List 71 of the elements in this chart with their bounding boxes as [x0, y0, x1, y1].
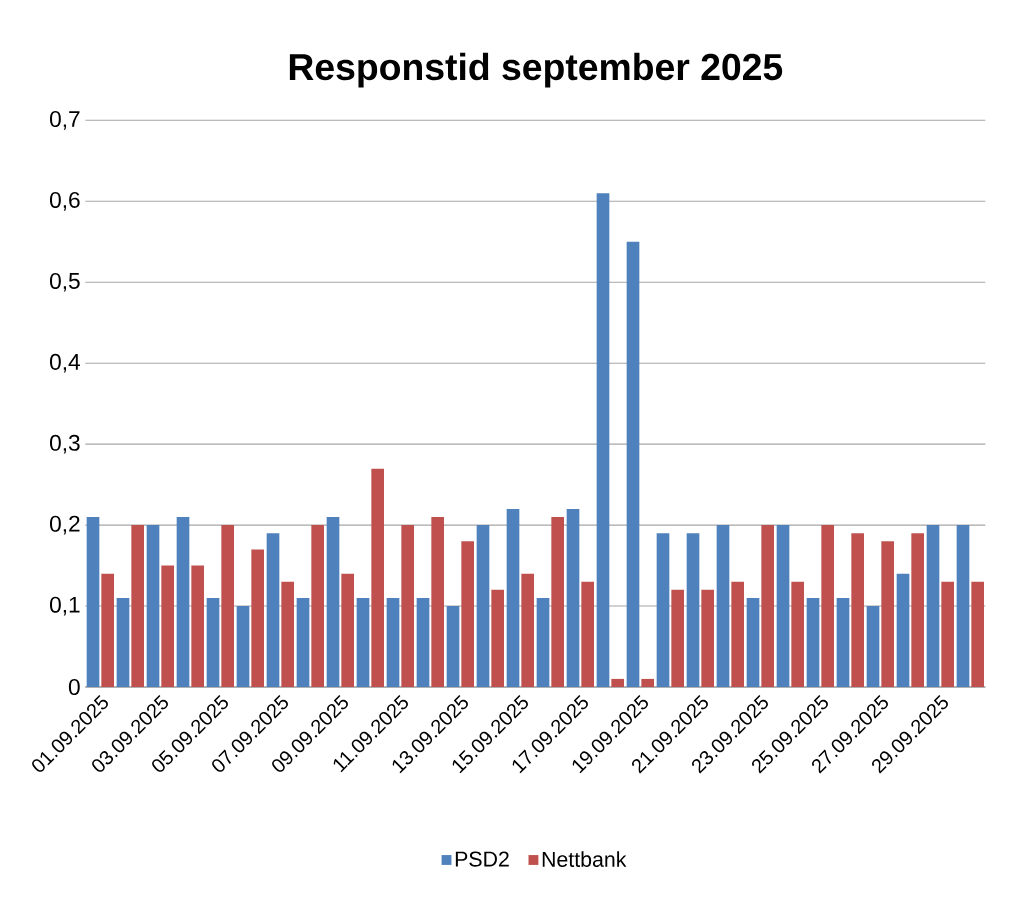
bar — [626, 241, 640, 687]
bar — [836, 597, 850, 687]
bar — [371, 468, 384, 687]
bar — [701, 589, 715, 687]
bar — [656, 533, 670, 687]
y-tick-label: 0,1 — [49, 596, 80, 616]
bar — [311, 525, 324, 687]
bar — [101, 573, 114, 687]
bar — [206, 597, 220, 687]
bar — [146, 525, 160, 687]
bar — [731, 581, 745, 687]
bar — [581, 581, 595, 687]
y-tick-label: 0,6 — [49, 191, 80, 211]
bar — [116, 597, 130, 687]
bar — [191, 565, 204, 687]
bar — [176, 517, 190, 687]
chart-title: Responstid september 2025 — [289, 52, 783, 88]
bar — [956, 525, 970, 687]
bar — [566, 508, 580, 687]
bar — [941, 581, 955, 687]
bar — [251, 549, 264, 687]
bar — [446, 606, 460, 687]
y-tick-label: 0,7 — [49, 110, 80, 130]
bar — [431, 517, 444, 687]
bar — [461, 541, 475, 687]
bar — [971, 581, 985, 687]
bar — [536, 597, 550, 687]
bar — [161, 565, 174, 687]
bar — [236, 606, 250, 687]
bar — [356, 597, 370, 687]
y-tick-label: 0 — [68, 678, 80, 696]
legend-label: PSD2 — [455, 851, 509, 867]
bar — [266, 533, 280, 687]
bar — [386, 597, 400, 687]
bar — [791, 581, 805, 687]
bar — [491, 589, 505, 687]
bar — [596, 193, 610, 687]
y-tick-label: 0,5 — [49, 272, 80, 292]
bar — [281, 581, 295, 687]
legend-label: Nettbank — [542, 851, 627, 867]
y-tick-label: 0,2 — [49, 515, 80, 535]
bar — [641, 678, 655, 687]
bar — [416, 597, 430, 687]
bar — [806, 597, 820, 687]
bar — [296, 597, 310, 687]
bar — [761, 525, 775, 687]
bar — [611, 678, 625, 687]
bar — [521, 573, 535, 687]
bar — [341, 573, 355, 687]
bar — [866, 606, 880, 687]
bar — [686, 533, 700, 687]
bar — [896, 573, 910, 687]
bar — [881, 541, 895, 687]
y-tick-label: 0,4 — [49, 353, 80, 373]
bar — [911, 533, 925, 687]
bar — [86, 517, 100, 687]
bar — [401, 525, 415, 687]
bar — [776, 525, 790, 687]
bar — [131, 525, 144, 687]
bar — [671, 589, 685, 687]
bar — [926, 525, 940, 687]
bar — [851, 533, 865, 687]
y-tick-label: 0,3 — [49, 434, 80, 454]
bar — [821, 525, 835, 687]
bar — [326, 517, 340, 687]
bar — [506, 508, 520, 687]
bar — [746, 597, 760, 687]
bar — [716, 525, 730, 687]
bar — [221, 525, 235, 687]
bar — [476, 525, 490, 687]
bar — [551, 517, 565, 687]
